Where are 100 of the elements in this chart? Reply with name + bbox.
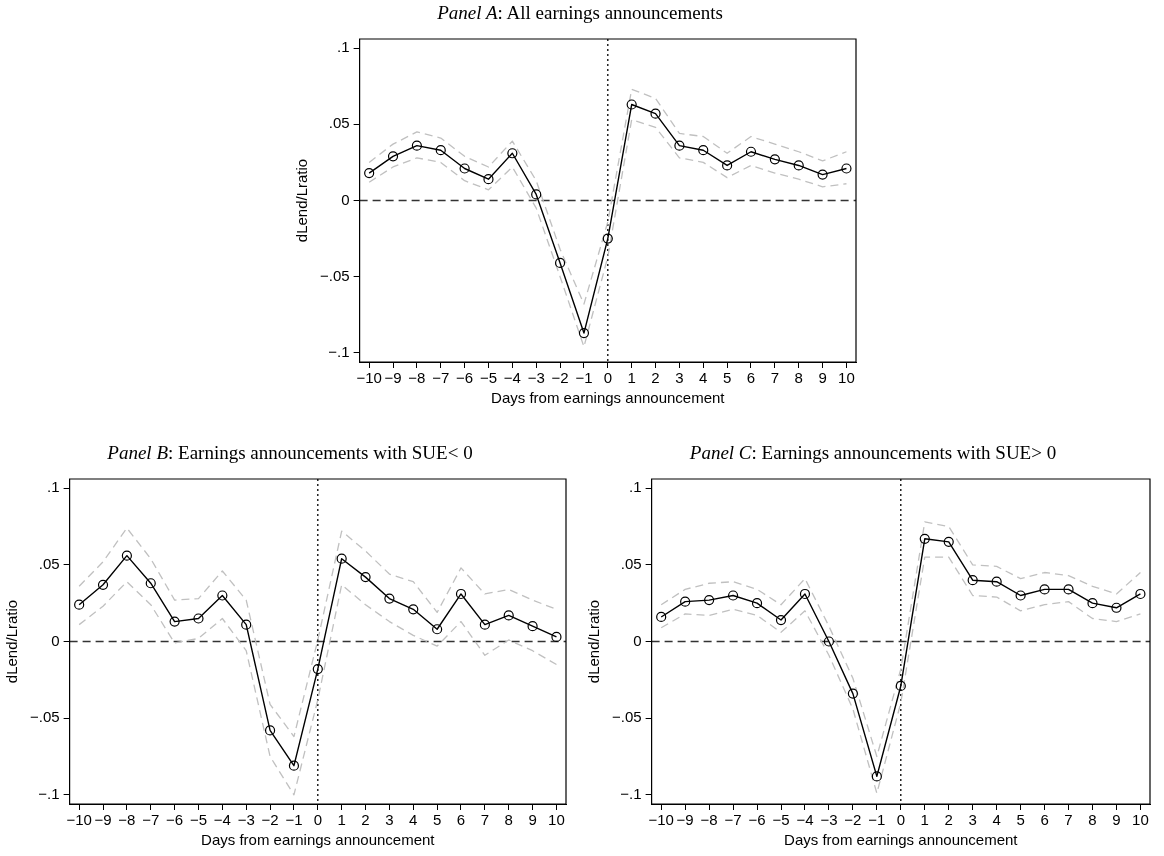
point <box>551 631 562 642</box>
point <box>1015 590 1026 601</box>
y-tick-label: .05 <box>328 114 350 132</box>
point <box>169 616 180 627</box>
point <box>1039 584 1050 595</box>
x-tick-label: 6 <box>1040 811 1049 829</box>
y-tick-label: −.1 <box>38 784 60 802</box>
x-tick-label: 2 <box>651 369 660 387</box>
x-tick-label: −2 <box>551 369 569 387</box>
point <box>387 151 399 162</box>
x-tick-label: 2 <box>944 811 953 829</box>
x-tick-label: 1 <box>337 811 346 829</box>
point <box>871 771 882 782</box>
x-tick-label: −6 <box>166 811 184 829</box>
x-tick-label: 6 <box>456 811 466 829</box>
x-tick-label: −1 <box>575 369 593 387</box>
point <box>411 140 422 151</box>
point <box>823 636 835 647</box>
line-series <box>368 88 848 305</box>
point <box>991 576 1002 587</box>
x-tick-label: 10 <box>1132 811 1149 829</box>
point <box>408 604 419 615</box>
y-tick-label: −.1 <box>620 784 642 802</box>
x-tick-label: −2 <box>844 811 862 829</box>
x-tick-label: 7 <box>770 369 780 387</box>
x-tick-label: −2 <box>261 811 279 829</box>
x-tick-label: −9 <box>94 811 112 829</box>
x-tick-label: 9 <box>818 369 827 387</box>
x-tick-label: −9 <box>676 811 694 829</box>
x-axis-title: Days from earnings announcement <box>784 831 1019 849</box>
x-tick-label: −10 <box>356 369 382 387</box>
x-tick-label: 1 <box>920 811 929 829</box>
point <box>769 154 780 165</box>
x-tick-label: −4 <box>503 369 521 387</box>
x-axis-title: Days from earnings announcement <box>491 389 726 407</box>
point <box>121 550 132 561</box>
point <box>217 590 228 601</box>
x-tick-label: −3 <box>820 811 838 829</box>
x-tick-label: 9 <box>528 811 537 829</box>
point <box>554 257 566 269</box>
point <box>503 610 514 621</box>
point <box>847 688 858 699</box>
x-tick-label: 10 <box>838 369 855 387</box>
x-tick-label: 5 <box>722 369 732 387</box>
x-tick-label: −1 <box>285 811 303 829</box>
x-tick-label: 7 <box>1064 811 1073 829</box>
x-tick-label: 0 <box>313 811 322 829</box>
y-tick-label: .1 <box>629 478 642 496</box>
x-tick-label: 0 <box>896 811 905 829</box>
point <box>364 167 375 179</box>
point <box>479 619 490 630</box>
x-tick-label: −6 <box>456 369 474 387</box>
x-tick-label: 4 <box>409 811 418 829</box>
point <box>527 621 538 632</box>
point <box>745 146 757 157</box>
y-tick-label: −.05 <box>319 266 350 284</box>
x-tick-label: −5 <box>189 811 208 829</box>
y-tick-label: 0 <box>51 631 60 649</box>
point <box>656 611 667 623</box>
x-tick-label: −7 <box>432 369 450 387</box>
point <box>483 174 494 185</box>
y-tick-label: 0 <box>341 190 350 208</box>
x-tick-label: −3 <box>527 369 545 387</box>
y-axis-title: dLend/Lratio <box>585 599 603 684</box>
point <box>193 613 204 624</box>
point <box>727 590 739 601</box>
chart-title: Panel B: Earnings announcements with SUE< 0 <box>106 441 474 465</box>
x-tick-label: −8 <box>118 811 136 829</box>
x-tick-label: −7 <box>724 811 742 829</box>
x-tick-label: −9 <box>384 369 402 387</box>
line-series <box>78 581 558 796</box>
point <box>360 572 371 583</box>
chart-title: Panel A: All earnings announcements <box>436 1 724 25</box>
point <box>674 140 685 151</box>
y-tick-label: −.1 <box>328 343 350 360</box>
point <box>312 663 323 675</box>
point <box>1063 584 1074 595</box>
point <box>704 595 715 606</box>
point <box>97 579 109 590</box>
y-tick-label: .1 <box>47 478 60 496</box>
point <box>288 760 300 771</box>
point <box>775 614 787 626</box>
point <box>578 327 590 339</box>
point <box>841 163 852 174</box>
point <box>602 233 613 244</box>
y-axis-title: dLend/Lratio <box>293 158 311 243</box>
y-tick-label: −.05 <box>29 708 60 726</box>
x-tick-label: 3 <box>675 369 684 387</box>
x-tick-label: 10 <box>548 811 565 829</box>
point <box>507 148 518 159</box>
point <box>1135 588 1146 600</box>
line-series <box>660 521 1142 758</box>
x-tick-label: −4 <box>796 811 814 829</box>
x-tick-label: 5 <box>432 811 442 829</box>
x-tick-label: −1 <box>868 811 886 829</box>
point <box>1111 602 1122 613</box>
x-tick-label: 8 <box>504 811 513 829</box>
point <box>74 599 85 610</box>
point <box>895 680 906 692</box>
point <box>799 588 811 600</box>
